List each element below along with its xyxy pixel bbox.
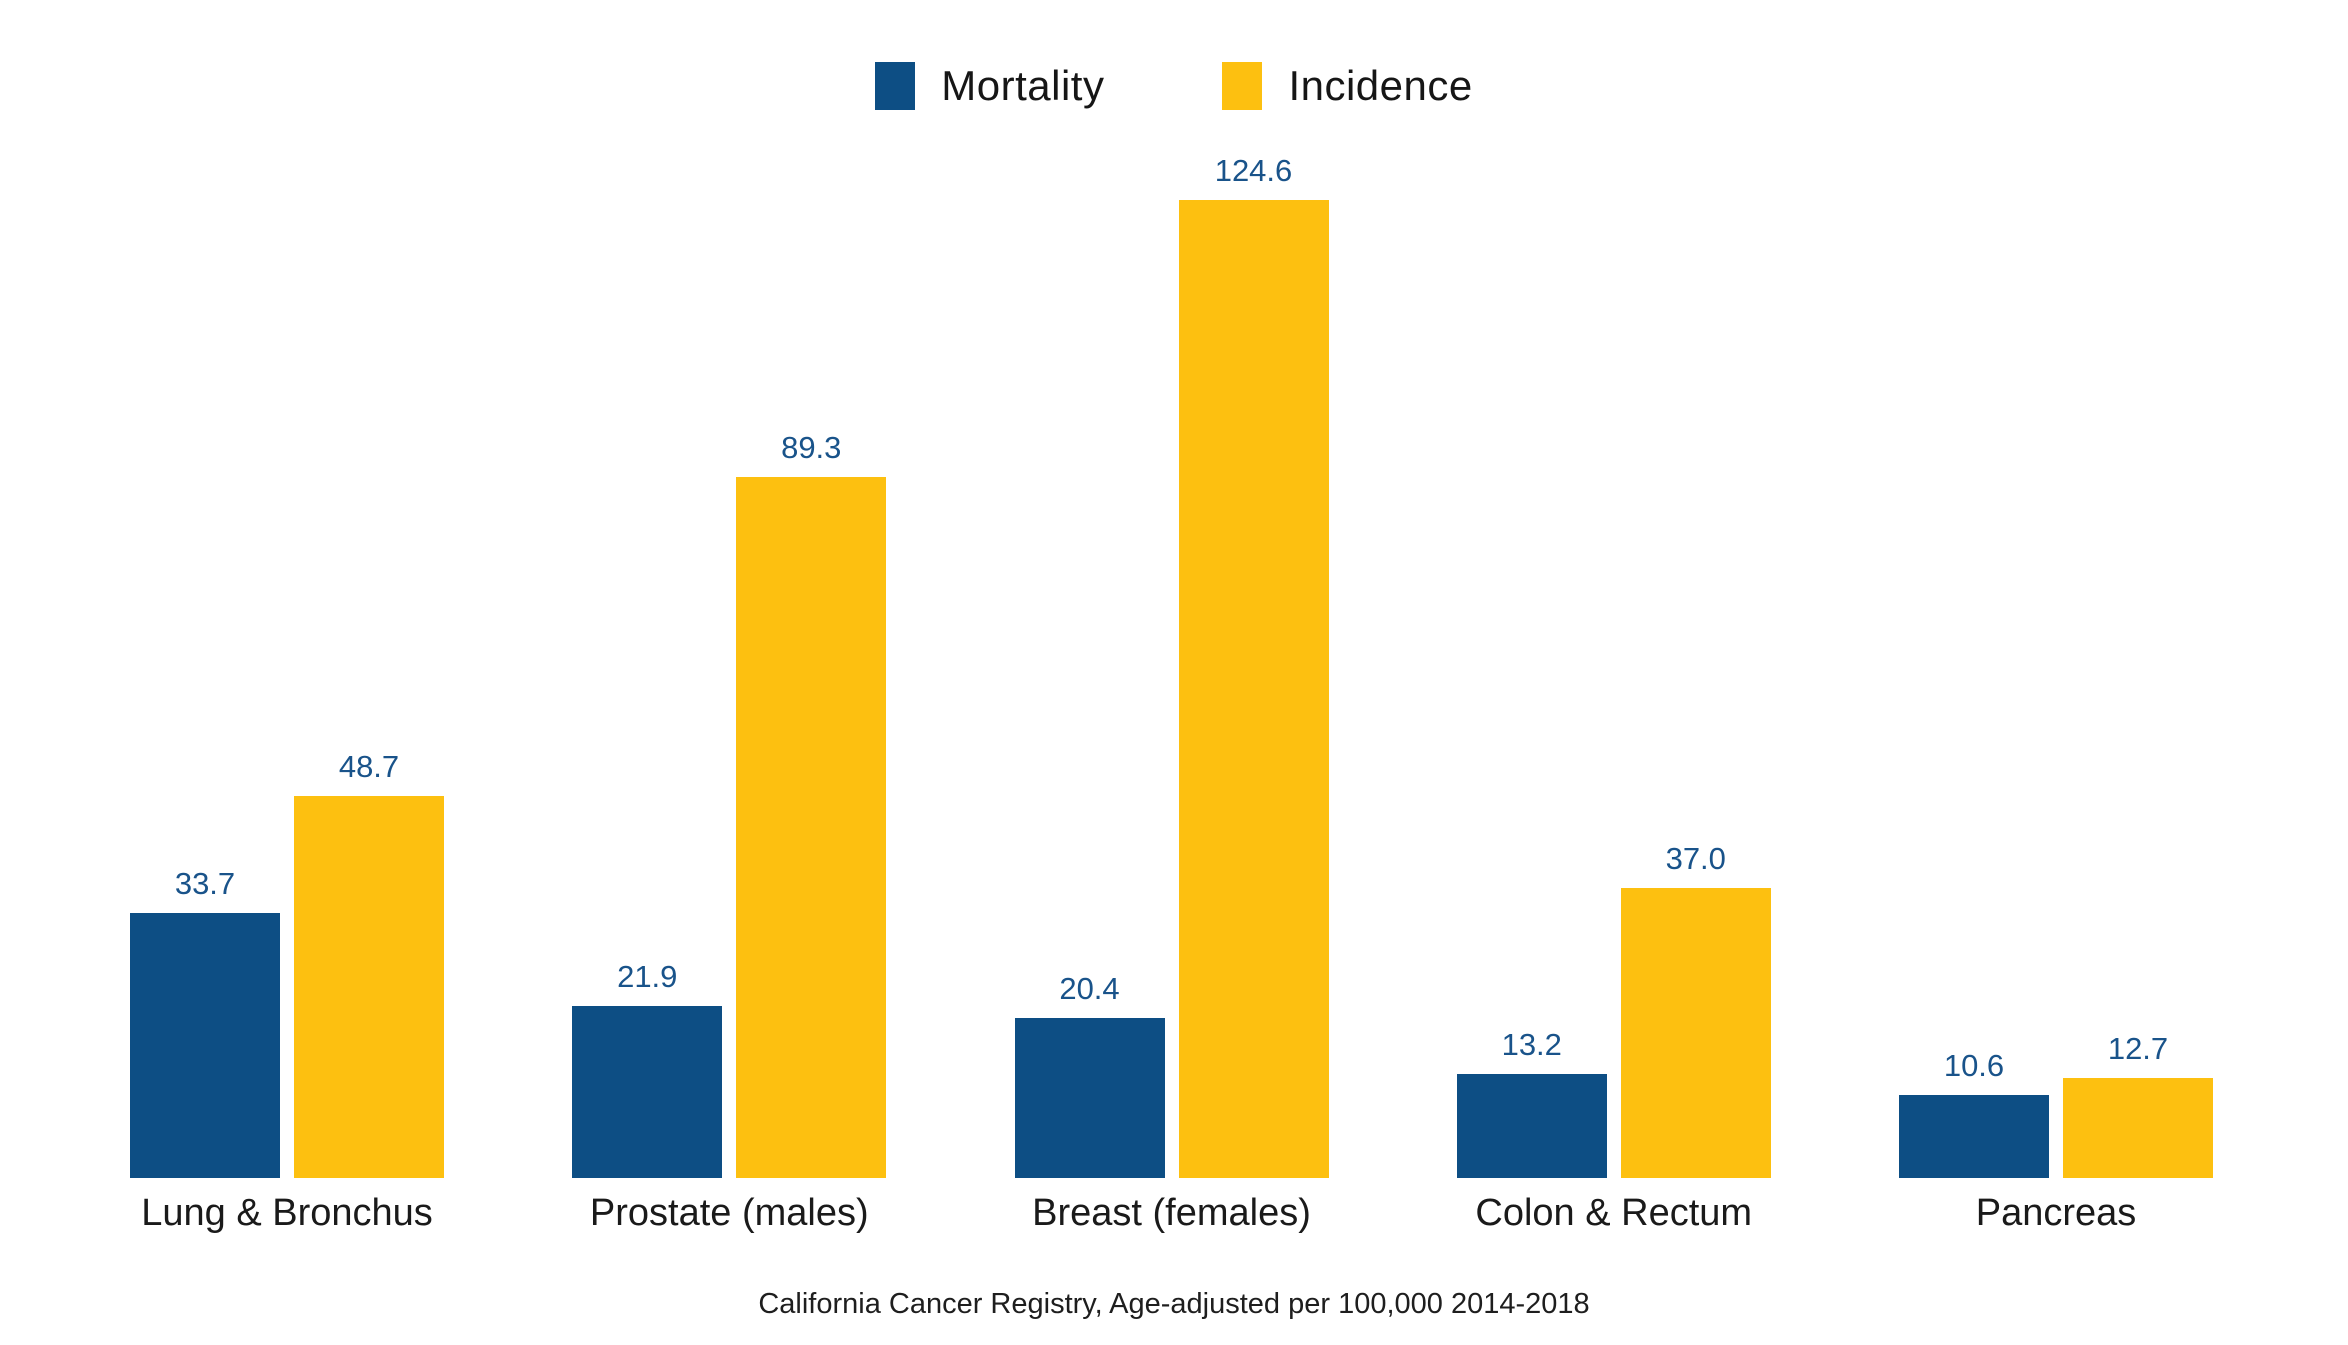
category-label: Breast (females): [1032, 1192, 1311, 1234]
incidence-bar: [2063, 1078, 2213, 1178]
bar-group-5: 10.6 12.7: [1899, 1031, 2213, 1178]
bar-value-label: 20.4: [1059, 971, 1120, 1006]
bar-col-incidence-4: 37.0: [1620, 841, 1771, 1178]
legend-label-incidence: Incidence: [1288, 62, 1473, 109]
chart-groups: 33.7 48.7 21.9 89.3 20.4 124.6 13.2 37.0 10.6 12.…: [130, 153, 2213, 1178]
incidence-bar: [736, 477, 887, 1178]
legend-label-mortality: Mortality: [941, 62, 1105, 109]
category-labels: Lung & Bronchus Prostate (males) Breast (f…: [130, 1192, 2213, 1235]
bar-value-label: 48.7: [338, 749, 400, 784]
bar-value-label: 21.9: [617, 959, 678, 994]
bar-group-4: 13.2 37.0: [1456, 841, 1771, 1178]
bar-group-1: 33.7 48.7: [130, 749, 444, 1178]
bar-col-mortality-2: 21.9: [572, 959, 723, 1178]
mortality-bar: [1899, 1095, 2049, 1178]
legend-swatch-mortality: [875, 62, 916, 110]
category-label: Colon & Rectum: [1475, 1192, 1753, 1234]
bar-col-incidence-2: 89.3: [736, 430, 887, 1178]
incidence-bar: [294, 796, 444, 1178]
legend-swatch-incidence: [1222, 62, 1263, 110]
bar-col-mortality-1: 33.7: [130, 866, 280, 1178]
incidence-bar: [1620, 888, 1771, 1178]
bar-group-2: 21.9 89.3: [572, 430, 887, 1178]
bar-group-3: 20.4 124.6: [1014, 153, 1329, 1178]
category-label: Lung & Bronchus: [141, 1192, 433, 1234]
legend: Mortality Incidence: [0, 62, 2348, 110]
bar-col-mortality-3: 20.4: [1014, 971, 1165, 1178]
bar-col-incidence-5: 12.7: [2063, 1031, 2213, 1178]
bar-value-label: 12.7: [2107, 1031, 2169, 1066]
mortality-bar: [1456, 1074, 1607, 1178]
bar-value-label: 89.3: [781, 430, 842, 465]
category-label: Prostate (males): [589, 1192, 869, 1234]
bar-value-label: 37.0: [1665, 841, 1726, 876]
bar-value-label: 10.6: [1943, 1048, 2005, 1083]
mortality-bar: [130, 913, 280, 1178]
bar-value-label: 124.6: [1214, 153, 1293, 188]
category-label: Pancreas: [1975, 1192, 2137, 1234]
mortality-bar: [572, 1006, 723, 1178]
source-note: California Cancer Registry, Age-adjusted…: [758, 1288, 1590, 1320]
incidence-bar: [1178, 200, 1329, 1178]
bar-col-incidence-3: 124.6: [1178, 153, 1329, 1178]
mortality-bar: [1014, 1018, 1165, 1178]
bar-value-label: 13.2: [1501, 1027, 1562, 1062]
bar-col-incidence-1: 48.7: [294, 749, 444, 1178]
legend-item-incidence: Incidence: [1222, 62, 1472, 110]
bar-col-mortality-4: 13.2: [1456, 1027, 1607, 1178]
bar-value-label: 33.7: [174, 866, 236, 901]
bar-col-mortality-5: 10.6: [1899, 1048, 2049, 1178]
legend-item-mortality: Mortality: [875, 62, 1104, 110]
